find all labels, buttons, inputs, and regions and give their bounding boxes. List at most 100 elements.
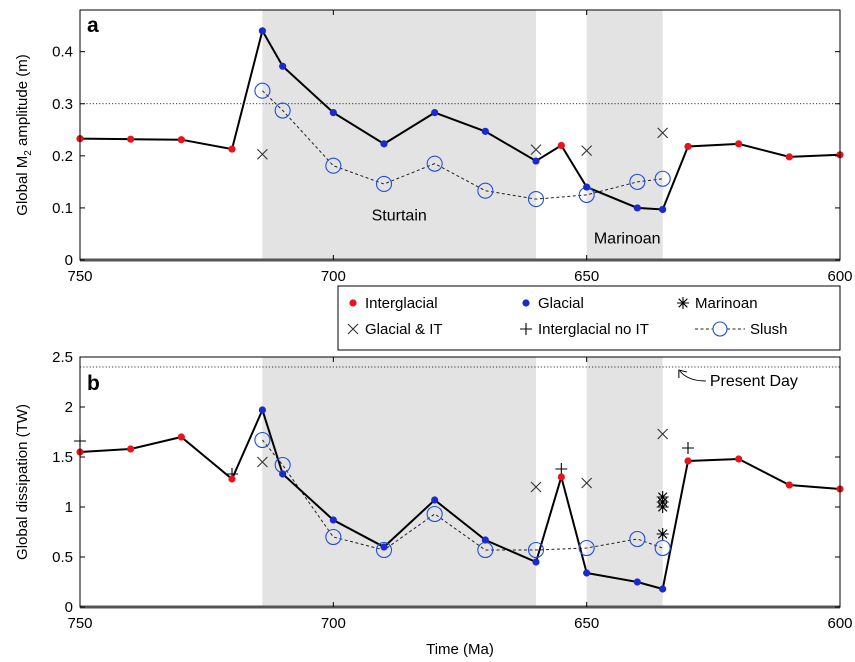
glacial-point xyxy=(532,558,540,566)
region-label-marinoan: Marinoan xyxy=(594,230,661,247)
interglacial-point xyxy=(127,445,135,453)
glacial-it-point xyxy=(530,144,542,155)
present-day-arrow xyxy=(679,370,706,382)
y-tick-label: 0.5 xyxy=(52,549,73,566)
slush-point xyxy=(274,102,291,119)
slush-point xyxy=(654,170,671,187)
interglacial-point xyxy=(228,475,236,483)
legend-dot-marker xyxy=(349,299,357,307)
present-day-label: Present Day xyxy=(710,373,798,390)
slush-point xyxy=(375,541,393,559)
legend-label: Interglacial no IT xyxy=(538,321,649,338)
y-tick-label: 2 xyxy=(65,399,73,416)
panel-b-ticks: 750 700 650 600 0 0.5 1 1.5 2 2.5 xyxy=(52,349,852,632)
glacial-point xyxy=(431,109,439,117)
glacial-point xyxy=(659,585,667,593)
legend: Interglacial Glacial Marinoan Glacial & IT I… xyxy=(337,285,841,351)
x-tick-label: 600 xyxy=(827,268,852,285)
glacial-point xyxy=(431,496,439,504)
interglacial-point xyxy=(785,481,793,489)
x-axis-label: Time (Ma) xyxy=(426,641,494,658)
glacial-point xyxy=(258,27,266,35)
y-tick-label: 0.3 xyxy=(52,96,73,113)
glacial-it-point xyxy=(657,428,669,440)
legend-item-interglacial-no-it: Interglacial no IT xyxy=(520,321,649,338)
glacial-it-point xyxy=(581,145,593,157)
glacial-point xyxy=(532,157,540,165)
panel-a-marks xyxy=(76,27,844,214)
glacial-point xyxy=(279,62,287,70)
glacial-point xyxy=(329,516,337,524)
slush-dashed-line xyxy=(262,439,663,551)
shaded-region-1 xyxy=(262,357,536,607)
slush-point xyxy=(254,431,271,449)
legend-label: Slush xyxy=(750,321,788,338)
interglacial-point xyxy=(684,142,692,151)
legend-label: Marinoan xyxy=(695,295,758,312)
legend-slush-circle xyxy=(712,321,728,337)
slush-point xyxy=(629,173,646,190)
y-tick-label: 0.2 xyxy=(52,148,73,165)
glacial-point xyxy=(279,470,287,478)
interglacial-no-it-point xyxy=(555,463,568,475)
legend-label: Glacial & IT xyxy=(365,321,443,338)
legend-box xyxy=(337,285,841,351)
x-tick-label: 650 xyxy=(574,268,599,285)
shaded-region-2 xyxy=(586,10,663,260)
slush-point xyxy=(629,530,646,548)
panel-b: 750 700 650 600 0 0.5 1 1.5 2 2.5 b Present Day G… xyxy=(14,349,853,658)
panel-a: 750 700 650 600 0 0.1 0.2 0.3 0.4 a Sturtain Mar… xyxy=(14,9,853,285)
interglacial-point xyxy=(127,135,135,143)
glacial-point xyxy=(633,204,641,212)
interglacial-point xyxy=(557,473,565,481)
x-tick-label: 700 xyxy=(321,615,346,632)
slush-point xyxy=(578,539,595,557)
glacial-point xyxy=(258,406,266,414)
legend-item-marinoan: Marinoan xyxy=(677,295,758,312)
glacial-point xyxy=(659,205,667,214)
x-tick-label: 600 xyxy=(827,615,852,632)
slush-point xyxy=(527,191,545,208)
panel-b-y-axis-label: Global dissipation (TW) xyxy=(14,404,31,560)
glacial-point xyxy=(481,127,489,135)
slush-point xyxy=(477,182,494,199)
slush-point xyxy=(426,505,443,523)
legend-item-glacial: Glacial xyxy=(522,295,584,312)
legend-item-slush: Slush xyxy=(695,321,788,338)
legend-label: Glacial xyxy=(538,295,584,312)
glacial-point xyxy=(380,140,388,148)
legend-label: Interglacial xyxy=(365,295,438,312)
panel-a-letter: a xyxy=(87,14,99,37)
present-day-arrowhead xyxy=(678,369,687,378)
interglacial-point xyxy=(228,145,236,153)
interglacial-point xyxy=(735,455,743,463)
shaded-region-2 xyxy=(586,357,663,607)
slush-point xyxy=(375,175,393,193)
slush-dashed-line xyxy=(262,90,663,200)
x-tick-label: 700 xyxy=(321,268,346,285)
interglacial-point xyxy=(684,457,692,465)
glacial-it-point xyxy=(581,477,593,489)
glacial-point xyxy=(380,543,388,551)
glacial-point xyxy=(583,569,591,577)
legend-plus-marker xyxy=(520,323,532,335)
glacial-it-point xyxy=(257,148,268,160)
slush-point xyxy=(527,541,545,559)
slush-point xyxy=(426,155,443,172)
present-day-annotation: Present Day xyxy=(678,369,798,390)
legend-dot-marker xyxy=(522,299,530,307)
y-tick-label: 1.5 xyxy=(52,449,73,466)
glacial-point xyxy=(481,536,489,544)
x-tick-label: 750 xyxy=(67,268,92,285)
interglacial-point xyxy=(735,140,743,148)
y-tick-label: 2.5 xyxy=(52,349,73,366)
panel-a-shaded-regions xyxy=(262,10,663,260)
marinoan-point xyxy=(656,528,669,540)
panel-a-y-axis-label: Global M2 amplitude (m) xyxy=(14,54,34,215)
legend-item-interglacial: Interglacial xyxy=(349,295,438,312)
glacial-it-point xyxy=(657,127,669,139)
y-tick-label: 0 xyxy=(65,599,73,616)
interglacial-point xyxy=(177,136,185,144)
panel-b-marks xyxy=(74,406,844,593)
